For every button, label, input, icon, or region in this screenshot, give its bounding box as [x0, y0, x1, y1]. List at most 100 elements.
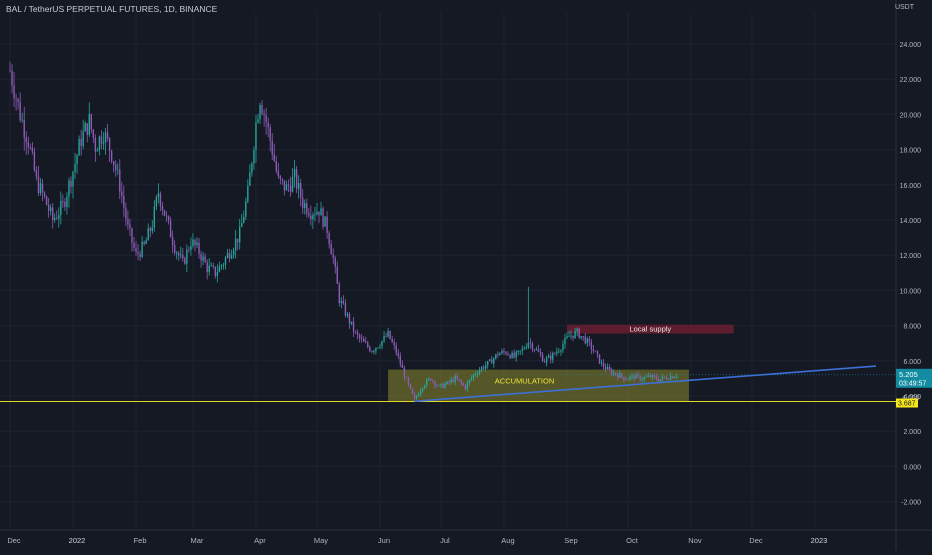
candle-body: [293, 169, 296, 177]
candle-body: [157, 193, 160, 197]
candle-body: [393, 342, 395, 346]
price-tick-label: 14.000: [900, 218, 922, 225]
candle-body: [127, 219, 129, 225]
supply-label: Local supply: [629, 325, 671, 334]
candle-body: [541, 354, 544, 362]
candle-body: [11, 70, 13, 86]
candle-body: [104, 132, 107, 143]
candle-body: [224, 257, 227, 265]
candle-body: [466, 383, 469, 389]
candle-body: [411, 388, 414, 394]
candle-body: [369, 346, 371, 352]
candle-body: [444, 384, 446, 388]
candle-body: [60, 201, 62, 216]
time-tick-label: Mar: [190, 536, 203, 545]
candle-body: [320, 208, 322, 216]
candle-body: [491, 359, 493, 364]
candle-body: [472, 374, 475, 378]
candle-body: [460, 380, 462, 384]
candle-body: [517, 350, 519, 353]
candle-body: [247, 185, 249, 202]
partial-price-tick: 4.000: [902, 395, 920, 402]
candle-body: [108, 138, 111, 151]
candle-body: [452, 379, 454, 382]
candle-body: [153, 206, 156, 228]
price-tick-label: 6.000: [903, 359, 921, 366]
candle-body: [415, 396, 418, 399]
candle-body: [409, 383, 412, 389]
candle-body: [285, 184, 288, 191]
candle-body: [287, 184, 290, 186]
candle-body: [249, 172, 251, 186]
candle-body: [621, 373, 623, 377]
candle-body: [476, 373, 479, 375]
candle-body: [487, 361, 489, 366]
candle-body: [147, 228, 149, 241]
candle-body: [525, 347, 528, 349]
candle-body: [13, 85, 15, 99]
candle-body: [511, 352, 513, 358]
candle-body: [635, 374, 637, 379]
candle-body: [220, 265, 223, 267]
candle-body: [159, 193, 162, 206]
candle-body: [401, 364, 404, 368]
candle-body: [163, 210, 166, 216]
candle-body: [423, 385, 426, 388]
candle-body: [102, 142, 105, 144]
candle-body: [328, 232, 330, 245]
candle-body: [234, 238, 237, 251]
candle-body: [196, 242, 198, 246]
candle-body: [151, 227, 153, 231]
candle-body: [633, 375, 635, 379]
candle-body: [641, 379, 643, 381]
candle-body: [175, 252, 178, 254]
candle-body: [547, 355, 550, 358]
candle-body: [521, 348, 523, 351]
zone-labels: ACCUMULATION Local supply: [495, 325, 672, 386]
candle-body: [346, 314, 349, 316]
candle-body: [269, 127, 271, 141]
candle-body: [82, 131, 84, 147]
candle-body: [222, 264, 225, 266]
candle-body: [558, 351, 560, 353]
candle-body: [407, 377, 410, 384]
candle-body: [391, 338, 393, 343]
candle-body: [330, 244, 332, 255]
candle-body: [503, 350, 505, 353]
candle-body: [566, 336, 568, 339]
countdown-value: 03:49:57: [899, 380, 926, 387]
supply-zone: [566, 324, 734, 334]
candle-body: [440, 383, 442, 386]
candle-body: [184, 258, 186, 264]
candle-body: [210, 265, 212, 267]
candle-body: [509, 355, 511, 358]
candle-body: [188, 249, 190, 251]
candle-body: [149, 228, 151, 231]
candle-body: [661, 376, 664, 379]
candle-body: [139, 253, 141, 257]
candle-body: [171, 237, 174, 246]
candle-body: [342, 300, 345, 304]
candle-body: [446, 381, 448, 385]
candle-body: [657, 379, 660, 382]
candle-body: [291, 176, 294, 192]
candle-body: [671, 376, 674, 379]
candle-body: [600, 362, 603, 364]
candle-body: [167, 216, 170, 221]
candle-body: [639, 375, 641, 380]
candle-body: [326, 216, 328, 233]
candle-body: [419, 390, 422, 395]
candle-body: [143, 241, 145, 244]
candle-body: [47, 204, 50, 211]
time-tick-label: Nov: [688, 536, 702, 545]
candle-body: [340, 300, 343, 304]
candle-body: [631, 375, 633, 377]
candle-body: [173, 245, 176, 253]
candle-body: [434, 381, 436, 386]
candle-body: [21, 119, 23, 121]
candle-body: [41, 183, 44, 193]
candle-body: [257, 119, 259, 123]
candle-body: [545, 357, 548, 363]
